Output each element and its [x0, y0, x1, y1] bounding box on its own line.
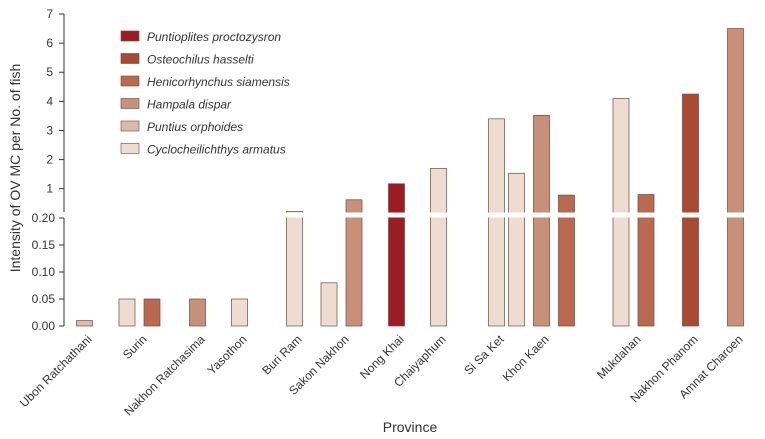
- legend-label: Hampala dispar: [147, 98, 232, 112]
- legend-swatch: [120, 98, 140, 109]
- y-tick-label-upper: 3: [46, 123, 53, 137]
- x-tick-label: Ubon Ratchathani: [17, 332, 95, 410]
- y-axis-title: Intensity of OV MC per No. of fish: [7, 64, 23, 273]
- legend-label: Osteochilus hasselti: [147, 53, 254, 67]
- bar-mukdahan-henicorhynchus-siamensis: [637, 194, 655, 327]
- legend-label: Puntius orphoides: [147, 120, 243, 134]
- x-tick-label: Si Sa Ket: [461, 332, 507, 378]
- bar-mukdahan-cyclocheilichthys-armatus: [612, 98, 630, 327]
- bar-yasothon-cyclocheilichthys-armatus: [231, 298, 248, 327]
- y-tick-label-lower: 0.20: [32, 211, 56, 225]
- legend: Puntioplites proctozysron Osteochilus has…: [120, 30, 290, 157]
- axis-break-gap: [65, 212, 765, 218]
- bar-khon-kaen-hampala-dispar: [533, 114, 550, 327]
- x-tick-label: Khon Kaen: [500, 332, 552, 384]
- bar-sakon-nakhon-cyclocheilichthys-armatus: [320, 282, 338, 327]
- x-tick-label: Buri Ram: [259, 332, 304, 377]
- legend-label: Puntioplites proctozysron: [147, 30, 281, 44]
- y-tick-label-upper: 1: [46, 182, 53, 196]
- bar-amnat-charoen-hampala-dispar: [727, 28, 744, 327]
- x-tick-label: Yasothon: [204, 332, 249, 377]
- bar-khon-kaen-henicorhynchus-siamensis: [558, 194, 575, 327]
- bar-nakhon-ratchasima-hampala-dispar: [189, 298, 206, 327]
- legend-label: Cyclocheilichthys armatus: [147, 143, 286, 157]
- bar-buri-ram-cyclocheilichthys-armatus: [286, 211, 303, 327]
- y-tick-label-upper: 7: [46, 7, 53, 21]
- bar-nong-khai-puntioplites-proctozysron: [388, 183, 405, 327]
- legend-swatch: [120, 120, 140, 132]
- x-tick-label: Mukdahan: [594, 332, 644, 382]
- bar-nakhon-phanom-osteochilus-hasselti: [682, 93, 699, 327]
- y-ticks: 0.00 0.05 0.10 0.15 0.20 1 2 3 4 5 6 7: [32, 7, 64, 333]
- y-tick-label-lower: 0.05: [32, 292, 56, 306]
- y-tick-label-upper: 6: [46, 36, 53, 50]
- legend-label: Henicorhynchus siamensis: [147, 75, 290, 89]
- bars: [76, 28, 744, 327]
- bar-si-sa-ket-cyclocheilichthys-armatus: [488, 118, 505, 327]
- bar-chaiyaphum-cyclocheilichthys-armatus: [430, 167, 447, 327]
- y-tick-label-upper: 4: [46, 94, 53, 108]
- bar-sakon-nakhon-hampala-dispar: [345, 199, 363, 327]
- x-axis-title: Province: [383, 419, 438, 435]
- legend-swatch: [120, 75, 140, 87]
- legend-swatch: [120, 53, 140, 64]
- y-tick-label-upper: 5: [46, 65, 53, 79]
- bar-surin-henicorhynchus-siamensis: [143, 298, 161, 327]
- x-tick-label: Surin: [120, 332, 150, 362]
- bar-surin-cyclocheilichthys-armatus: [118, 298, 136, 327]
- bar-ubon-ratchathani-puntius-orphoides: [76, 320, 93, 327]
- axis-break: [65, 212, 765, 218]
- y-tick-label-lower: 0.00: [32, 319, 56, 333]
- y-tick-label-lower: 0.15: [32, 238, 56, 252]
- y-tick-label-upper: 2: [46, 153, 53, 167]
- bar-khon-kaen-cyclocheilichthys-armatus: [508, 172, 525, 327]
- y-tick-label-lower: 0.10: [32, 265, 56, 279]
- legend-swatch: [120, 143, 140, 154]
- legend-swatch: [120, 30, 140, 42]
